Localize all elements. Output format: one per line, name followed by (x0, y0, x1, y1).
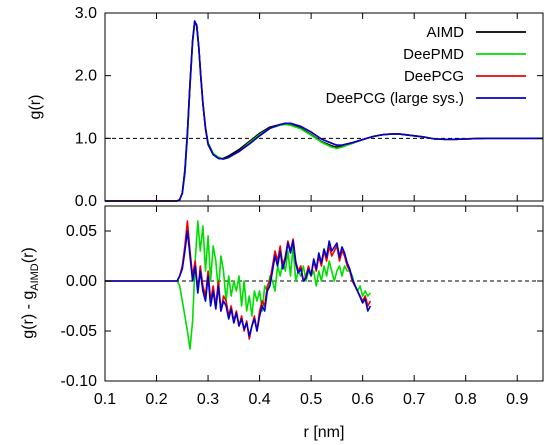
top-panel-frame (104, 12, 544, 202)
top-axis-ticks: 0.0 1.0 2.0 3.0 (75, 5, 543, 210)
bottom-plot-area (105, 220, 543, 350)
top-series-line-1 (105, 22, 543, 202)
bottom-y-tick-label-1: -0.05 (61, 323, 98, 340)
x-tick-label-1: 0.2 (145, 391, 167, 408)
bottom-y-axis-label: g(r) - gAIMD(r) (20, 247, 41, 338)
x-tick-label-4: 0.5 (300, 391, 322, 408)
legend-label-3: DeePCG (large sys.) (326, 90, 464, 107)
bottom-axis-ticks: -0.10 -0.05 0.00 0.05 0.1 0.2 0.3 0.4 0.5 0.6 0.7 0… (61, 206, 543, 408)
legend: AIMD DeePMD DeePCG DeePCG (large sys.) (326, 24, 526, 107)
top-y-tick-label-3: 3.0 (75, 5, 97, 22)
top-y-axis-label: g(r) (27, 95, 44, 120)
x-tick-label-0: 0.1 (94, 391, 116, 408)
x-tick-label-6: 0.7 (403, 391, 425, 408)
x-tick-label-5: 0.6 (352, 391, 374, 408)
top-y-tick-label-1: 1.0 (75, 130, 97, 147)
bottom-y-axis-label-tail: (r) (20, 247, 37, 263)
bottom-panel: -0.10 -0.05 0.00 0.05 0.1 0.2 0.3 0.4 0.5 0.6 0.7 0… (20, 205, 544, 441)
top-series-line-3 (105, 20, 543, 202)
top-y-tick-label-0: 0.0 (75, 193, 97, 210)
bottom-panel-frame (104, 205, 544, 382)
legend-label-0: AIMD (427, 24, 465, 41)
x-tick-label-7: 0.8 (455, 391, 477, 408)
top-panel: 0.0 1.0 2.0 3.0 g(r) AIMD DeePMD DeePCG DeePCG… (27, 5, 544, 210)
top-series-line-0 (105, 20, 543, 202)
x-tick-label-8: 0.9 (506, 391, 528, 408)
bottom-y-tick-label-3: 0.05 (66, 223, 97, 240)
bottom-y-tick-label-2: 0.00 (66, 273, 97, 290)
x-tick-label-2: 0.3 (197, 391, 219, 408)
top-series-line-2 (105, 20, 543, 202)
legend-label-2: DeePCG (404, 68, 464, 85)
legend-label-1: DeePMD (403, 46, 464, 63)
bottom-series-line-0 (105, 220, 372, 350)
x-axis-label: r [nm] (304, 424, 345, 441)
bottom-y-axis-label-main: g(r) - g (20, 291, 37, 339)
top-plot-area (105, 20, 543, 202)
bottom-y-axis-label-subscript: AIMD (29, 263, 41, 291)
top-y-tick-label-2: 2.0 (75, 68, 97, 85)
bottom-series-line-2 (105, 230, 372, 337)
x-tick-label-3: 0.4 (248, 391, 270, 408)
bottom-y-tick-label-0: -0.10 (61, 373, 98, 390)
